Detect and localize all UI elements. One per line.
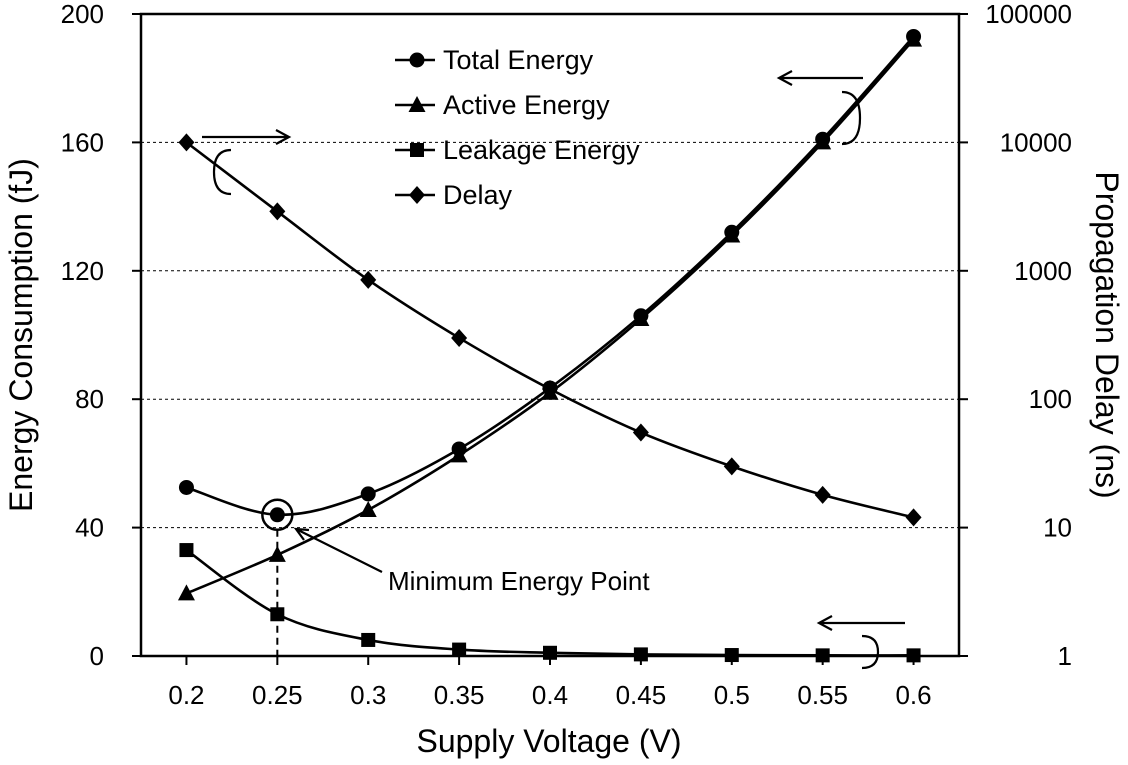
legend-item: Total Energy [395,45,594,75]
legend-item: Leakage Energy [395,135,640,165]
total-energy-line [186,35,915,517]
leakage-energy-point [906,648,921,663]
x-tick-label: 0.4 [532,680,568,710]
x-tick-label: 0.6 [895,680,931,710]
right-arrow-icon [202,129,292,145]
leakage-energy-point [361,632,376,647]
y-tick-label: 200 [61,0,104,29]
minimum-energy-ring [261,498,294,532]
active-energy-point [450,446,468,463]
delay-point [632,423,649,442]
legend-marker [409,186,425,204]
x-tick-label: 0.35 [434,680,485,710]
leakage-energy-point [179,543,194,558]
leakage-energy-point [724,648,739,663]
total-energy-point [360,486,376,502]
total-energy-axis-indicator [776,70,863,146]
total-energy-point [178,479,194,495]
bracket-icon [841,90,862,146]
delay-point [360,270,377,289]
y2-tick-label: 10000 [1000,127,1072,157]
leakage-energy-point [815,648,830,663]
left-arrow-icon [816,615,905,631]
leakage-energy-point [270,607,285,622]
delay-axis-indicator [202,129,292,196]
active-energy-point [177,584,195,601]
series-active-energy [177,30,923,601]
series-layer [177,28,923,663]
legend-marker [410,143,424,157]
active-energy-point [632,309,650,326]
y-axis-title: Energy Consumption (fJ) [3,158,39,512]
active-energy-point [814,133,832,150]
delay-point [814,485,831,504]
legend: Total Energy Active Energy Leakage Energy D… [395,45,640,210]
y2-tick-label: 10 [1043,513,1072,543]
x-tick-label: 0.2 [168,680,204,710]
y-tick-label: 80 [75,384,104,414]
active-energy-point [268,545,286,562]
leakage-axis-indicator [816,615,905,670]
x-tick-label: 0.5 [714,680,750,710]
delay-point [723,457,740,476]
minimum-energy-label: Minimum Energy Point [388,566,650,596]
leakage-energy-point [452,642,467,657]
minimum-energy-annotation: Minimum Energy Point [261,498,650,596]
x-tick-label: 0.55 [797,680,848,710]
delay-point [269,202,286,221]
active-energy-point [359,500,377,517]
legend-label: Leakage Energy [443,135,640,165]
active-energy-point [905,30,923,47]
active-energy-line [185,38,915,595]
x-tick-label: 0.45 [616,680,667,710]
delay-point [542,380,558,399]
y2-tick-label: 100000 [985,0,1072,29]
y-tick-label: 120 [61,256,104,286]
bracket-icon [212,148,232,196]
series-leakage-energy [179,543,921,663]
y-tick-label: 0 [90,641,104,671]
y2-tick-label: 1000 [1014,256,1072,286]
legend-item: Delay [395,180,513,210]
total-energy-point [269,507,285,523]
delay-line [185,141,914,519]
y-tick-label: 40 [75,513,104,543]
legend-label: Active Energy [443,90,610,120]
x-axis-title: Supply Voltage (V) [416,723,681,759]
delay-point [905,508,922,527]
x-tick-label: 0.25 [252,680,303,710]
delay-point [178,133,195,152]
x-tick-label: 0.3 [350,680,386,710]
y2-axis-title: Propagation Delay (ns) [1089,171,1125,498]
bracket-icon [861,634,880,670]
annotation-arrow-icon [293,527,383,573]
y-tick-label: 160 [61,127,104,157]
delay-point [451,328,468,347]
legend-label: Delay [443,180,513,210]
leakage-energy-point [633,647,648,662]
left-arrow-icon [776,70,863,86]
legend-label: Total Energy [443,45,594,75]
y2-tick-label: 1 [1058,641,1072,671]
legend-item: Active Energy [395,90,610,120]
y2-tick-label: 100 [1029,384,1072,414]
active-energy-point [723,226,741,243]
series-delay [178,133,922,527]
axis-ticks: 0.2 0.25 0.3 0.35 0.4 0.45 0.5 0.55 0.6 0 40 80 120 1… [61,0,1072,710]
legend-marker [408,96,426,112]
legend-marker [409,52,425,68]
leakage-energy-point [543,645,557,660]
